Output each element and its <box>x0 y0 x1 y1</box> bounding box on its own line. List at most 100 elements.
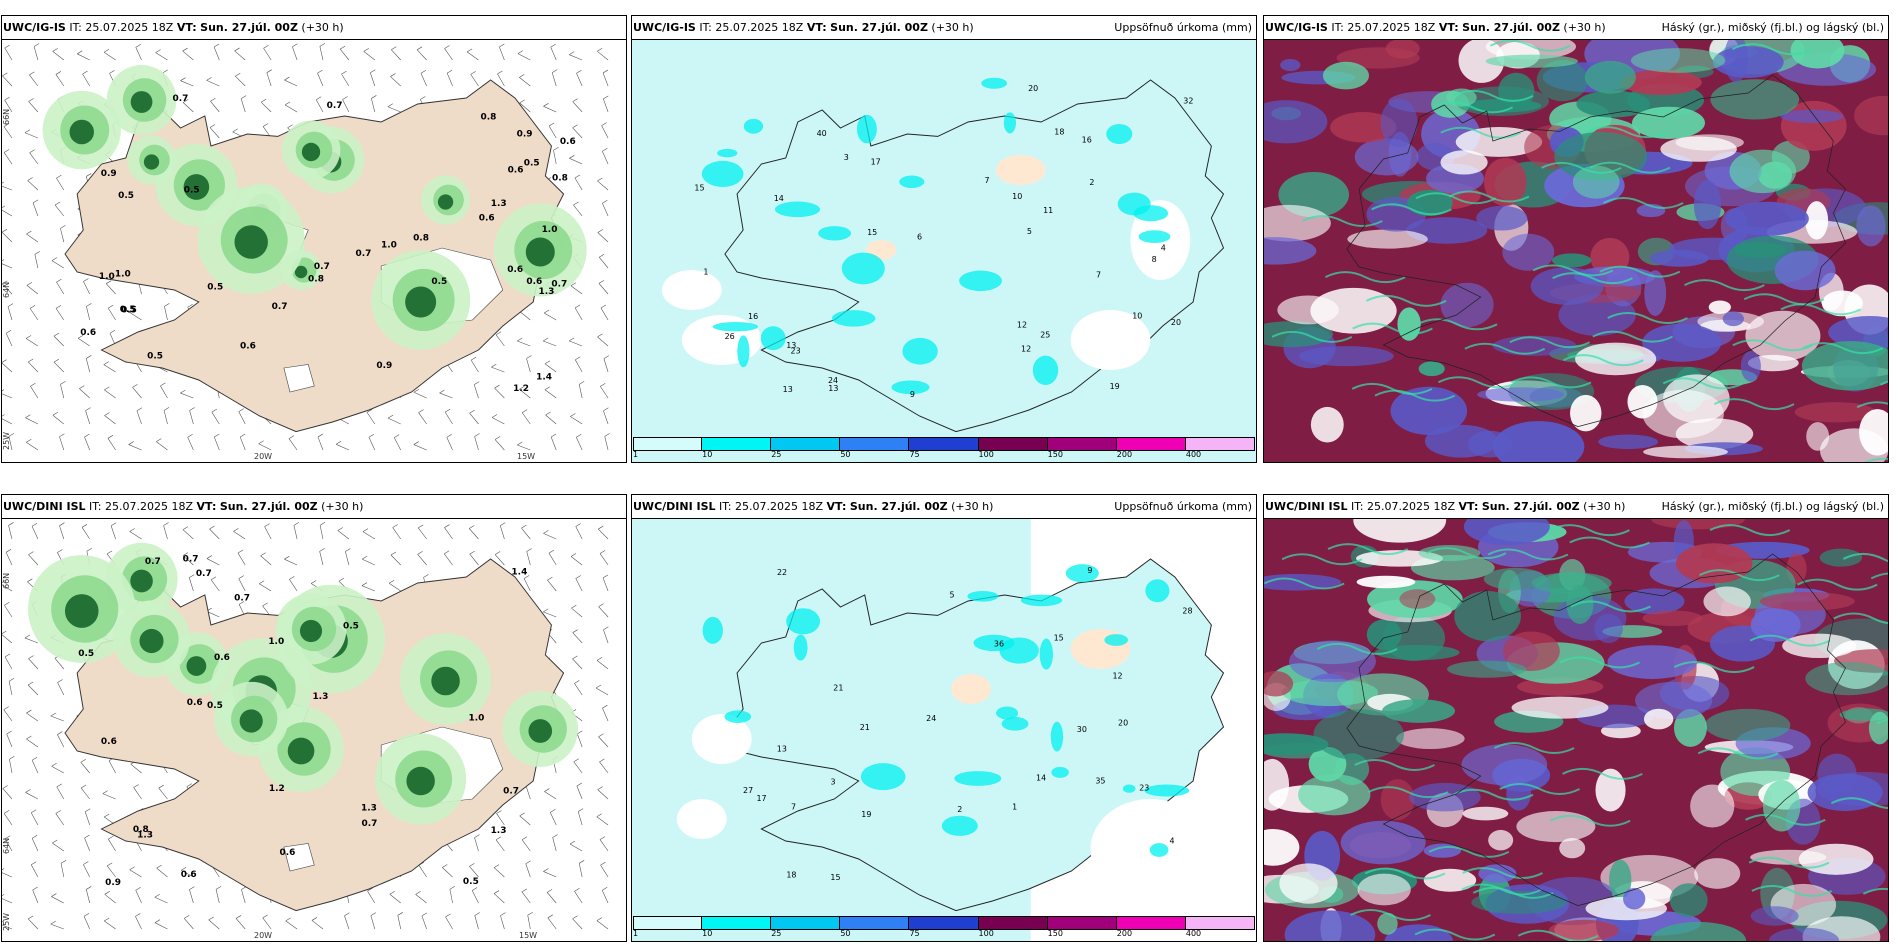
precip-blob <box>406 766 435 796</box>
wind-barb-feather <box>444 550 450 555</box>
wind-barb-feather <box>3 810 10 814</box>
precip-blob <box>528 719 553 743</box>
wind-barb-feather <box>103 48 110 53</box>
wind-barb-feather <box>163 407 170 411</box>
cloud-patch <box>1511 696 1609 719</box>
wind-barb <box>53 361 65 373</box>
cloud-edge <box>1264 577 1345 590</box>
wind-barb <box>132 387 142 399</box>
wind-barb <box>156 867 168 878</box>
wind-barb-feather <box>596 657 603 661</box>
wind-barb-feather <box>110 522 117 527</box>
wind-barb-feather <box>311 917 318 921</box>
value-label: 1.3 <box>312 692 328 702</box>
panel-dini-accum-precip: UWC/DINI ISL IT: 25.07.2025 18Z VT: Sun.… <box>631 494 1257 942</box>
wind-barb <box>51 765 64 774</box>
wind-barb-feather <box>26 230 32 235</box>
wind-barb <box>54 204 65 217</box>
wind-barb-feather <box>598 280 605 284</box>
cloud-edge <box>1532 264 1614 277</box>
cloud-patch <box>1559 837 1586 859</box>
accum-blob <box>1122 784 1136 793</box>
wind-barb-feather <box>238 575 244 579</box>
cloud-edge <box>1713 398 1795 411</box>
wind-barb <box>525 863 531 878</box>
value-label: 9 <box>1087 566 1092 575</box>
value-label: 21 <box>860 723 870 732</box>
wind-barb <box>521 412 531 425</box>
accum-blob <box>1138 230 1171 244</box>
cloud-edge <box>1842 552 1888 563</box>
cloud-edge <box>1461 883 1543 896</box>
wind-barb-feather <box>413 388 420 393</box>
wind-barb-feather <box>27 177 33 181</box>
wind-barb <box>575 526 583 540</box>
accum-blob <box>702 616 723 644</box>
value-label: 12 <box>1021 345 1031 354</box>
wind-barb-feather <box>4 96 10 101</box>
model-name: UWC/IG-IS <box>633 21 696 34</box>
wind-barb <box>105 283 116 295</box>
accum-values: 8101415710121311131620402532232416171920… <box>694 84 1193 399</box>
wind-barb <box>26 285 39 295</box>
wind-barb-feather <box>370 69 376 73</box>
wind-barb <box>2 634 13 644</box>
cloud-patch <box>1423 868 1477 892</box>
wind-barb <box>81 527 90 540</box>
wind-barb-feather <box>525 860 531 865</box>
wind-barb-feather <box>544 309 550 314</box>
wind-barb-feather <box>397 912 403 916</box>
value-label: 0.5 <box>147 351 163 361</box>
wind-barb <box>106 865 116 878</box>
wind-barb-feather <box>31 809 37 813</box>
value-label: 5 <box>1027 227 1032 236</box>
wind-barb-feather <box>287 124 293 128</box>
wind-barb <box>51 260 64 269</box>
cloud-edge <box>1509 336 1591 349</box>
wind-barb-feather <box>597 47 603 52</box>
wind-barb <box>543 533 557 540</box>
wind-barb-feather <box>34 251 41 255</box>
wind-barb-feather <box>517 337 523 342</box>
wind-barb-feather <box>519 74 525 78</box>
cloud-edge <box>1365 294 1447 307</box>
wind-barb-feather <box>28 655 34 659</box>
wind-barb <box>52 415 64 425</box>
wind-barb-feather <box>9 755 15 760</box>
wind-barb-feather <box>51 893 57 897</box>
wind-barb-feather <box>344 912 350 916</box>
wind-barb-feather <box>80 758 86 763</box>
wind-barb <box>601 125 609 139</box>
cloud-patch <box>1769 927 1840 941</box>
value-label: 0.8 <box>133 825 149 835</box>
wind-barb <box>83 864 90 878</box>
wind-barb-feather <box>184 915 190 919</box>
wind-barb-feather <box>55 71 62 75</box>
value-label: 10 <box>1012 192 1022 201</box>
wind-barb <box>128 444 142 451</box>
wind-barb-feather <box>182 99 189 103</box>
wind-barb-feather <box>361 555 368 560</box>
wind-barb <box>493 893 505 904</box>
cloud-edge <box>1732 339 1814 352</box>
value-label: 17 <box>871 157 881 166</box>
cloud-edge <box>1780 303 1862 316</box>
value-label: 0.8 <box>413 234 429 244</box>
wind-barb-feather <box>572 124 578 129</box>
wind-barb-feather <box>60 225 66 229</box>
wind-barb <box>367 890 376 904</box>
value-label: 0.7 <box>234 594 250 604</box>
wind-barb <box>211 412 220 425</box>
wind-barb <box>469 528 479 540</box>
cloud-patch <box>1675 418 1754 450</box>
cloud-patch <box>1794 402 1877 423</box>
wind-barb <box>85 889 91 904</box>
wind-barb-feather <box>595 684 602 689</box>
it-label: IT: <box>719 500 732 513</box>
value-label: 15 <box>694 184 704 193</box>
wind-barb <box>602 708 609 722</box>
map-svg: 8101415710121311131620402532232416171920… <box>632 40 1256 462</box>
map-svg: 0.50.50.90.60.61.01.20.50.50.70.70.61.00… <box>2 40 626 462</box>
wind-barb-feather <box>597 786 603 790</box>
wind-barb-feather <box>494 551 501 555</box>
